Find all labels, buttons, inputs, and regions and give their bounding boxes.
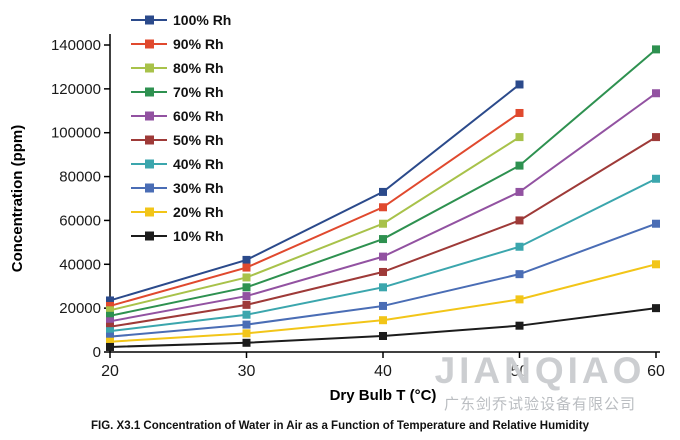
series-marker: [242, 273, 251, 282]
series-marker: [652, 260, 660, 269]
series-marker: [106, 332, 114, 341]
series-marker: [242, 292, 251, 301]
series-marker: [379, 187, 387, 196]
series-marker: [379, 252, 387, 261]
series-marker: [106, 317, 114, 326]
series-marker: [242, 338, 251, 347]
legend-label: 80% Rh: [173, 60, 224, 76]
y-tick-label: 80000: [59, 169, 101, 186]
series-marker: [106, 327, 114, 336]
series-marker: [106, 337, 114, 346]
humidity-concentration-chart: 0 20000 40000 60000 80000 100000 120000 140000 2…: [9, 12, 665, 404]
series-marker: [379, 331, 387, 340]
x-tick-label: 20: [101, 363, 119, 380]
series-marker: [652, 89, 660, 98]
series-marker: [379, 301, 387, 310]
legend-item: 20% Rh: [131, 204, 224, 220]
legend-label: 60% Rh: [173, 108, 224, 124]
legend-marker: [145, 135, 154, 145]
series-marker: [379, 283, 387, 292]
legend-marker: [145, 87, 154, 97]
legend-item: 30% Rh: [131, 180, 224, 196]
series-marker: [652, 133, 660, 142]
series-marker: [106, 301, 114, 310]
legend-label: 90% Rh: [173, 36, 224, 52]
legend-label: 50% Rh: [173, 132, 224, 148]
series-marker: [652, 174, 660, 183]
legend-marker: [145, 159, 154, 169]
series-marker: [379, 316, 387, 325]
x-tick-label: 60: [647, 363, 665, 380]
series-marker: [242, 283, 251, 292]
legend-marker: [145, 207, 154, 217]
series-marker: [515, 133, 524, 142]
series-marker: [515, 270, 524, 279]
series-marker: [106, 342, 114, 351]
series-marker: [515, 242, 524, 251]
legend-marker: [145, 231, 154, 241]
series-marker: [379, 219, 387, 228]
series-marker: [515, 295, 524, 304]
series-marker: [106, 322, 114, 331]
figure-caption: FIG. X3.1 Concentration of Water in Air …: [91, 420, 589, 432]
legend-item: 50% Rh: [131, 132, 224, 148]
series-marker: [106, 296, 114, 305]
series-marker: [106, 306, 114, 315]
series-marker: [242, 329, 251, 338]
series-marker: [515, 161, 524, 170]
legend-label: 70% Rh: [173, 84, 224, 100]
legend-label: 10% Rh: [173, 228, 224, 244]
series-marker: [515, 187, 524, 196]
series-marker: [652, 45, 660, 54]
series-marker: [242, 263, 251, 272]
legend-marker: [145, 63, 154, 73]
series-line-80-rh: [109, 136, 521, 312]
series-marker: [652, 219, 660, 228]
x-tick-label: 40: [374, 363, 392, 380]
legend-label: 100% Rh: [173, 12, 231, 28]
legend-marker: [145, 39, 154, 49]
x-tick-label: 50: [511, 363, 529, 380]
y-tick-label: 40000: [59, 256, 101, 273]
series-marker: [106, 311, 114, 320]
legend-item: 90% Rh: [131, 36, 224, 52]
series-line-100-rh: [109, 83, 521, 302]
legend-label: 40% Rh: [173, 156, 224, 172]
legend-label: 20% Rh: [173, 204, 224, 220]
y-tick-label: 120000: [51, 81, 101, 98]
legend-item: 40% Rh: [131, 156, 224, 172]
legend-item: 10% Rh: [131, 228, 224, 244]
series-marker: [379, 203, 387, 212]
series-marker: [515, 321, 524, 330]
legend-marker: [145, 183, 154, 193]
series-marker: [379, 235, 387, 244]
series-marker: [242, 300, 251, 309]
series-marker: [242, 255, 251, 264]
series-marker: [515, 216, 524, 225]
series-marker: [515, 80, 524, 89]
series-marker: [379, 267, 387, 276]
y-tick-label: 100000: [51, 125, 101, 142]
legend-marker: [145, 15, 154, 25]
series-line-90-rh: [109, 112, 521, 307]
series-marker: [515, 108, 524, 117]
y-axis-title: Concentration (ppm): [9, 125, 26, 273]
y-tick-label: 20000: [59, 300, 101, 317]
legend-item: 70% Rh: [131, 84, 224, 100]
y-tick-label: 60000: [59, 212, 101, 229]
legend-item: 100% Rh: [131, 12, 231, 28]
legend-marker: [145, 111, 154, 121]
y-tick-label: 140000: [51, 37, 101, 54]
x-axis-title: Dry Bulb T (°C): [330, 387, 437, 404]
x-tick-label: 30: [238, 363, 256, 380]
legend: 100% Rh 90% Rh 80% Rh 70% Rh 60% Rh 50% Rh 40%…: [131, 12, 231, 244]
series-marker: [652, 304, 660, 313]
y-tick-label: 0: [93, 344, 101, 361]
legend-label: 30% Rh: [173, 180, 224, 196]
legend-item: 80% Rh: [131, 60, 224, 76]
legend-item: 60% Rh: [131, 108, 224, 124]
series-marker: [242, 320, 251, 329]
series-marker: [242, 310, 251, 319]
